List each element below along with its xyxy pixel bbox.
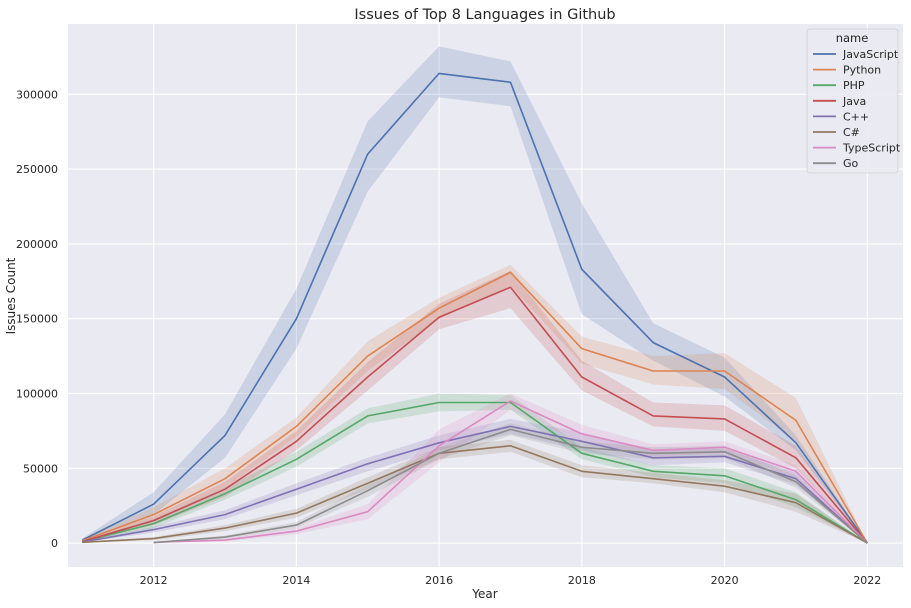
legend-item-cplusplus: C++ — [813, 110, 869, 123]
grid-lines — [68, 24, 903, 567]
java-series-line — [82, 286, 868, 544]
csharp-series-line — [82, 444, 868, 544]
x-axis-title: Year — [471, 587, 497, 601]
python-confidence-band — [82, 264, 868, 544]
legend-label: Python — [843, 64, 881, 77]
chart-title: Issues of Top 8 Languages in Github — [354, 7, 615, 23]
x-tick-label: 2022 — [853, 574, 881, 587]
y-tick-label: 200000 — [16, 238, 58, 251]
x-tick-label: 2016 — [425, 574, 453, 587]
legend-label: TypeScript — [842, 142, 901, 155]
x-axis-ticks: 2012 2014 2016 2018 2020 2022 — [140, 574, 882, 587]
legend-label: C++ — [843, 110, 869, 123]
python-series-line — [82, 271, 868, 544]
x-tick-label: 2014 — [282, 574, 310, 587]
legend-box — [806, 28, 899, 174]
y-tick-label: 300000 — [16, 88, 58, 101]
y-tick-label: 100000 — [16, 387, 58, 400]
legend-label: C# — [843, 126, 860, 139]
javascript-series-line — [81, 72, 868, 544]
javascript-confidence-band — [82, 46, 868, 544]
php-series-line — [82, 401, 868, 544]
x-tick-label: 2018 — [568, 574, 596, 587]
plot-area — [68, 24, 903, 567]
java-confidence-band — [82, 270, 868, 544]
cplusplus-series-line — [82, 425, 868, 544]
legend-label: Java — [842, 95, 866, 108]
legend-item-go: Go — [813, 157, 859, 170]
php-confidence-band — [82, 393, 868, 544]
go-series-line — [153, 428, 868, 544]
y-tick-label: 150000 — [16, 313, 58, 326]
series-lines — [81, 72, 868, 544]
legend-item-php: PHP — [813, 79, 865, 92]
legend-item-csharp: C# — [813, 126, 860, 139]
legend-label: PHP — [843, 79, 865, 92]
legend-item-typescript: TypeScript — [813, 142, 901, 155]
x-tick-label: 2012 — [140, 574, 168, 587]
y-axis-ticks: 0 50000 100000 150000 200000 250000 300000 — [16, 88, 58, 550]
legend-label: Go — [843, 157, 859, 170]
legend: name JavaScript Python PHP Java C++ C# TypeScr… — [806, 28, 901, 174]
typescript-series-line — [153, 400, 868, 544]
y-tick-label: 50000 — [23, 462, 58, 475]
legend-label: JavaScript — [842, 48, 899, 61]
legend-title: name — [836, 31, 869, 45]
legend-item-javascript: JavaScript — [813, 48, 899, 61]
x-tick-label: 2020 — [711, 574, 739, 587]
y-tick-label: 0 — [51, 537, 58, 550]
y-tick-label: 250000 — [16, 163, 58, 176]
y-axis-title: Issues Count — [4, 257, 18, 334]
legend-item-java: Java — [813, 95, 866, 108]
legend-item-python: Python — [813, 64, 881, 77]
